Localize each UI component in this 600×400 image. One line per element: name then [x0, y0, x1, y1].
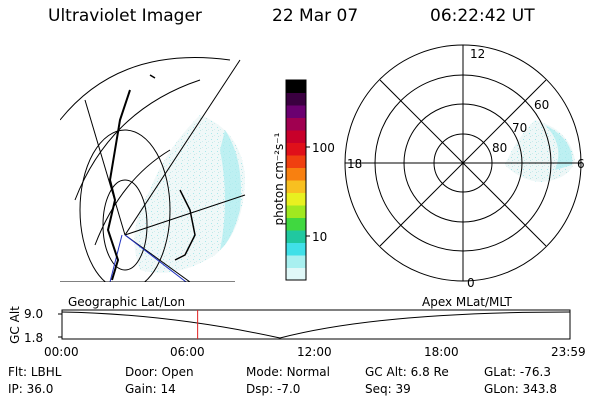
timeline-axis-label: GC Alt — [7, 306, 22, 344]
colorbar-unit-label: photon cm⁻²s⁻¹ — [272, 132, 286, 226]
status-glon: GLon: 343.8 — [484, 382, 557, 396]
colorbar — [285, 79, 310, 281]
mlt-label-0: 0 — [467, 276, 475, 290]
status-gc-alt: GC Alt: 6.8 Re — [365, 365, 449, 379]
colorbar-band — [286, 205, 306, 218]
colorbar-band — [286, 117, 306, 131]
date-label: 22 Mar 07 — [272, 6, 359, 26]
colorbar-tick-100: 100 — [312, 141, 335, 155]
geographic-map — [60, 57, 246, 282]
timeline-y-tick-top: 9.0 — [24, 307, 44, 321]
colorbar-band — [286, 217, 306, 231]
timeline-x-tick-1800: 18:00 — [424, 345, 459, 359]
timeline-plot — [58, 309, 571, 340]
mlt-label-18: 18 — [347, 157, 363, 171]
colorbar-band — [286, 192, 306, 206]
colorbar-band — [286, 267, 306, 281]
status-gain: Gain: 14 — [125, 382, 176, 396]
colorbar-band — [286, 155, 306, 168]
mlt-label-12: 12 — [470, 47, 486, 61]
lat-label-70: 70 — [512, 121, 528, 135]
colorbar-band — [286, 92, 306, 106]
status-flt: Flt: LBHL — [8, 365, 62, 379]
polar-plot — [344, 44, 582, 282]
status-mode: Mode: Normal — [246, 365, 330, 379]
mlt-label-6: 6 — [577, 157, 585, 171]
colorbar-band — [286, 242, 306, 256]
colorbar-band — [286, 180, 306, 193]
colorbar-band — [286, 105, 306, 118]
status-dsp: Dsp: -7.0 — [246, 382, 301, 396]
time-label: 06:22:42 UT — [430, 6, 535, 26]
colorbar-band — [286, 142, 306, 156]
colorbar-band — [286, 167, 306, 181]
timeline-x-tick-1200: 12:00 — [297, 345, 332, 359]
colorbar-band — [286, 130, 306, 143]
status-glat: GLat: -76.3 — [484, 365, 551, 379]
timeline-y-tick-bottom: 1.8 — [24, 331, 44, 345]
status-seq: Seq: 39 — [365, 382, 411, 396]
timeline-x-tick-0600: 06:00 — [170, 345, 205, 359]
status-door: Door: Open — [125, 365, 194, 379]
colorbar-band — [286, 230, 306, 243]
lat-label-60: 60 — [534, 98, 550, 112]
status-ip: IP: 36.0 — [8, 382, 54, 396]
timeline-left-title: Geographic Lat/Lon — [68, 295, 186, 309]
colorbar-band — [286, 80, 306, 93]
timeline-x-tick-0000: 00:00 — [44, 345, 79, 359]
timeline-x-tick-2359: 23:59 — [551, 345, 586, 359]
lat-label-80: 80 — [492, 141, 508, 155]
timeline-right-title: Apex MLat/MLT — [422, 295, 512, 309]
colorbar-tick-10: 10 — [312, 230, 328, 244]
instrument-title: Ultraviolet Imager — [48, 6, 202, 26]
colorbar-band — [286, 255, 306, 268]
